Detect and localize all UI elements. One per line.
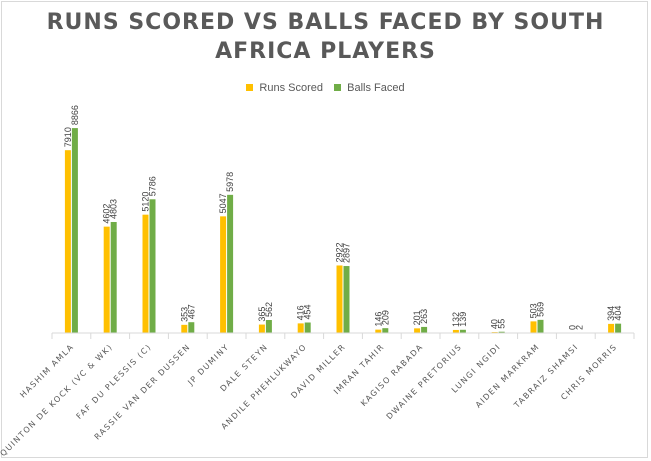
data-label-balls: 4803 xyxy=(109,199,119,219)
bar-balls xyxy=(227,194,234,333)
bar-runs xyxy=(181,324,188,333)
data-label-balls: 209 xyxy=(380,310,390,325)
data-label-runs: 146 xyxy=(373,312,383,327)
bar-balls xyxy=(459,329,466,333)
data-label-balls: 139 xyxy=(458,312,468,327)
legend-item-balls: Balls Faced xyxy=(334,82,405,94)
bar-balls xyxy=(265,320,272,333)
data-label-runs: 0 xyxy=(567,325,577,330)
data-label-balls: 5978 xyxy=(225,172,235,192)
bar-runs xyxy=(103,226,110,333)
category-label: TABRAIZ SHAMSI xyxy=(512,342,580,410)
bar-runs xyxy=(530,321,537,333)
data-label-balls: 5786 xyxy=(148,176,158,196)
bar-runs xyxy=(142,214,149,333)
bar-balls xyxy=(149,199,156,333)
bar-runs xyxy=(297,323,304,333)
data-label-balls: 562 xyxy=(264,302,274,317)
category-label: AIDEN MARKRAM xyxy=(474,342,542,410)
chart-title-line-2: AFRICA PLAYERS xyxy=(215,39,436,64)
chart-legend: Runs Scored Balls Faced xyxy=(0,82,651,94)
data-label-runs: 7910 xyxy=(63,127,73,147)
bar-balls xyxy=(537,319,544,333)
data-label-balls: 2 xyxy=(574,325,584,330)
data-label-balls: 467 xyxy=(186,304,196,319)
bar-balls xyxy=(615,323,622,333)
bar-runs xyxy=(336,265,343,333)
legend-label-runs: Runs Scored xyxy=(259,82,324,94)
bar-balls xyxy=(343,266,350,333)
data-label-runs: 5120 xyxy=(141,192,151,212)
data-label-runs: 40 xyxy=(490,319,500,329)
data-label-balls: 2897 xyxy=(342,243,352,263)
data-label-runs: 2922 xyxy=(335,242,345,262)
bar-balls xyxy=(421,326,428,333)
bar-runs xyxy=(375,329,382,333)
data-label-runs: 353 xyxy=(179,307,189,322)
data-label-runs: 503 xyxy=(529,303,539,318)
legend-swatch-balls xyxy=(334,84,342,91)
bar-balls xyxy=(498,331,505,333)
bar-balls xyxy=(110,221,117,333)
data-label-balls: 569 xyxy=(536,302,546,317)
category-label: DWAINE PRETORIUS xyxy=(385,342,464,421)
chart-title-line-1: RUNS SCORED VS BALLS FACED BY SOUTH xyxy=(46,10,605,35)
legend-swatch-runs xyxy=(246,84,254,91)
data-label-balls: 263 xyxy=(419,309,429,324)
data-label-balls: 55 xyxy=(497,319,507,329)
bar-balls xyxy=(304,322,311,333)
legend-label-balls: Balls Faced xyxy=(347,82,405,94)
bar-runs xyxy=(414,328,421,333)
bar-runs xyxy=(608,323,615,333)
chart-title: RUNS SCORED VS BALLS FACED BY SOUTH AFRI… xyxy=(0,8,651,66)
data-label-runs: 365 xyxy=(257,307,267,322)
data-label-runs: 5047 xyxy=(218,193,228,213)
bar-runs xyxy=(258,324,265,333)
data-label-runs: 132 xyxy=(451,312,461,327)
data-label-balls: 404 xyxy=(613,306,623,321)
bar-runs xyxy=(64,150,71,333)
category-label: FAF DU PLESSIS (C) xyxy=(75,342,154,421)
bar-runs xyxy=(220,216,227,333)
data-label-runs: 201 xyxy=(412,310,422,325)
bar-balls xyxy=(188,322,195,333)
bar-balls xyxy=(382,328,389,333)
data-label-balls: 8866 xyxy=(70,105,80,125)
data-label-runs: 416 xyxy=(296,305,306,320)
data-label-runs: 4602 xyxy=(102,204,112,224)
data-label-balls: 454 xyxy=(303,304,313,319)
legend-item-runs: Runs Scored xyxy=(246,82,323,94)
data-label-runs: 394 xyxy=(606,306,616,321)
bar-balls xyxy=(71,128,78,333)
bar-runs xyxy=(452,329,459,333)
